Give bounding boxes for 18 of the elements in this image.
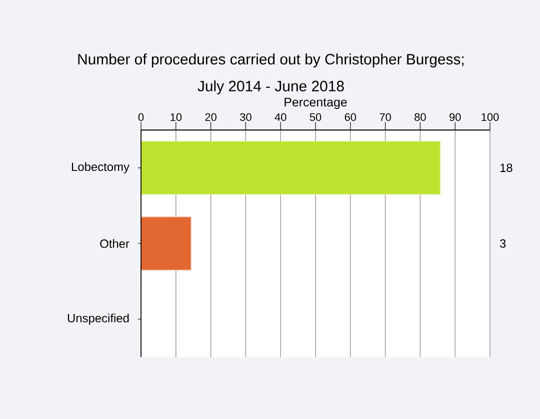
chart-title: Number of procedures carried out by Christopher Burgess; July 2014 - June 2018 (78, 54, 464, 94)
x-tick-label: 40 (274, 113, 286, 121)
x-tick-label: 70 (380, 113, 391, 121)
y-tick-label: Other (100, 239, 130, 248)
y-tick-label: Unspecified (68, 314, 129, 325)
x-tick-label: 10 (170, 113, 182, 121)
x-tick-label: 30 (240, 113, 252, 121)
x-tick-label: 60 (344, 113, 356, 121)
x-tick-label: 100 (482, 113, 499, 121)
x-tick-label: 50 (310, 113, 322, 121)
x-tick-label: 0 (138, 113, 144, 121)
text: 18 (500, 164, 512, 172)
x-tick-label: 90 (450, 113, 461, 121)
x-tick-label: 80 (414, 113, 426, 121)
x-tick-label: 20 (205, 113, 216, 121)
text: 3 (500, 239, 506, 248)
x-axis-title: Percentage (284, 98, 347, 109)
y-tick-label: Lobectomy (72, 162, 130, 174)
